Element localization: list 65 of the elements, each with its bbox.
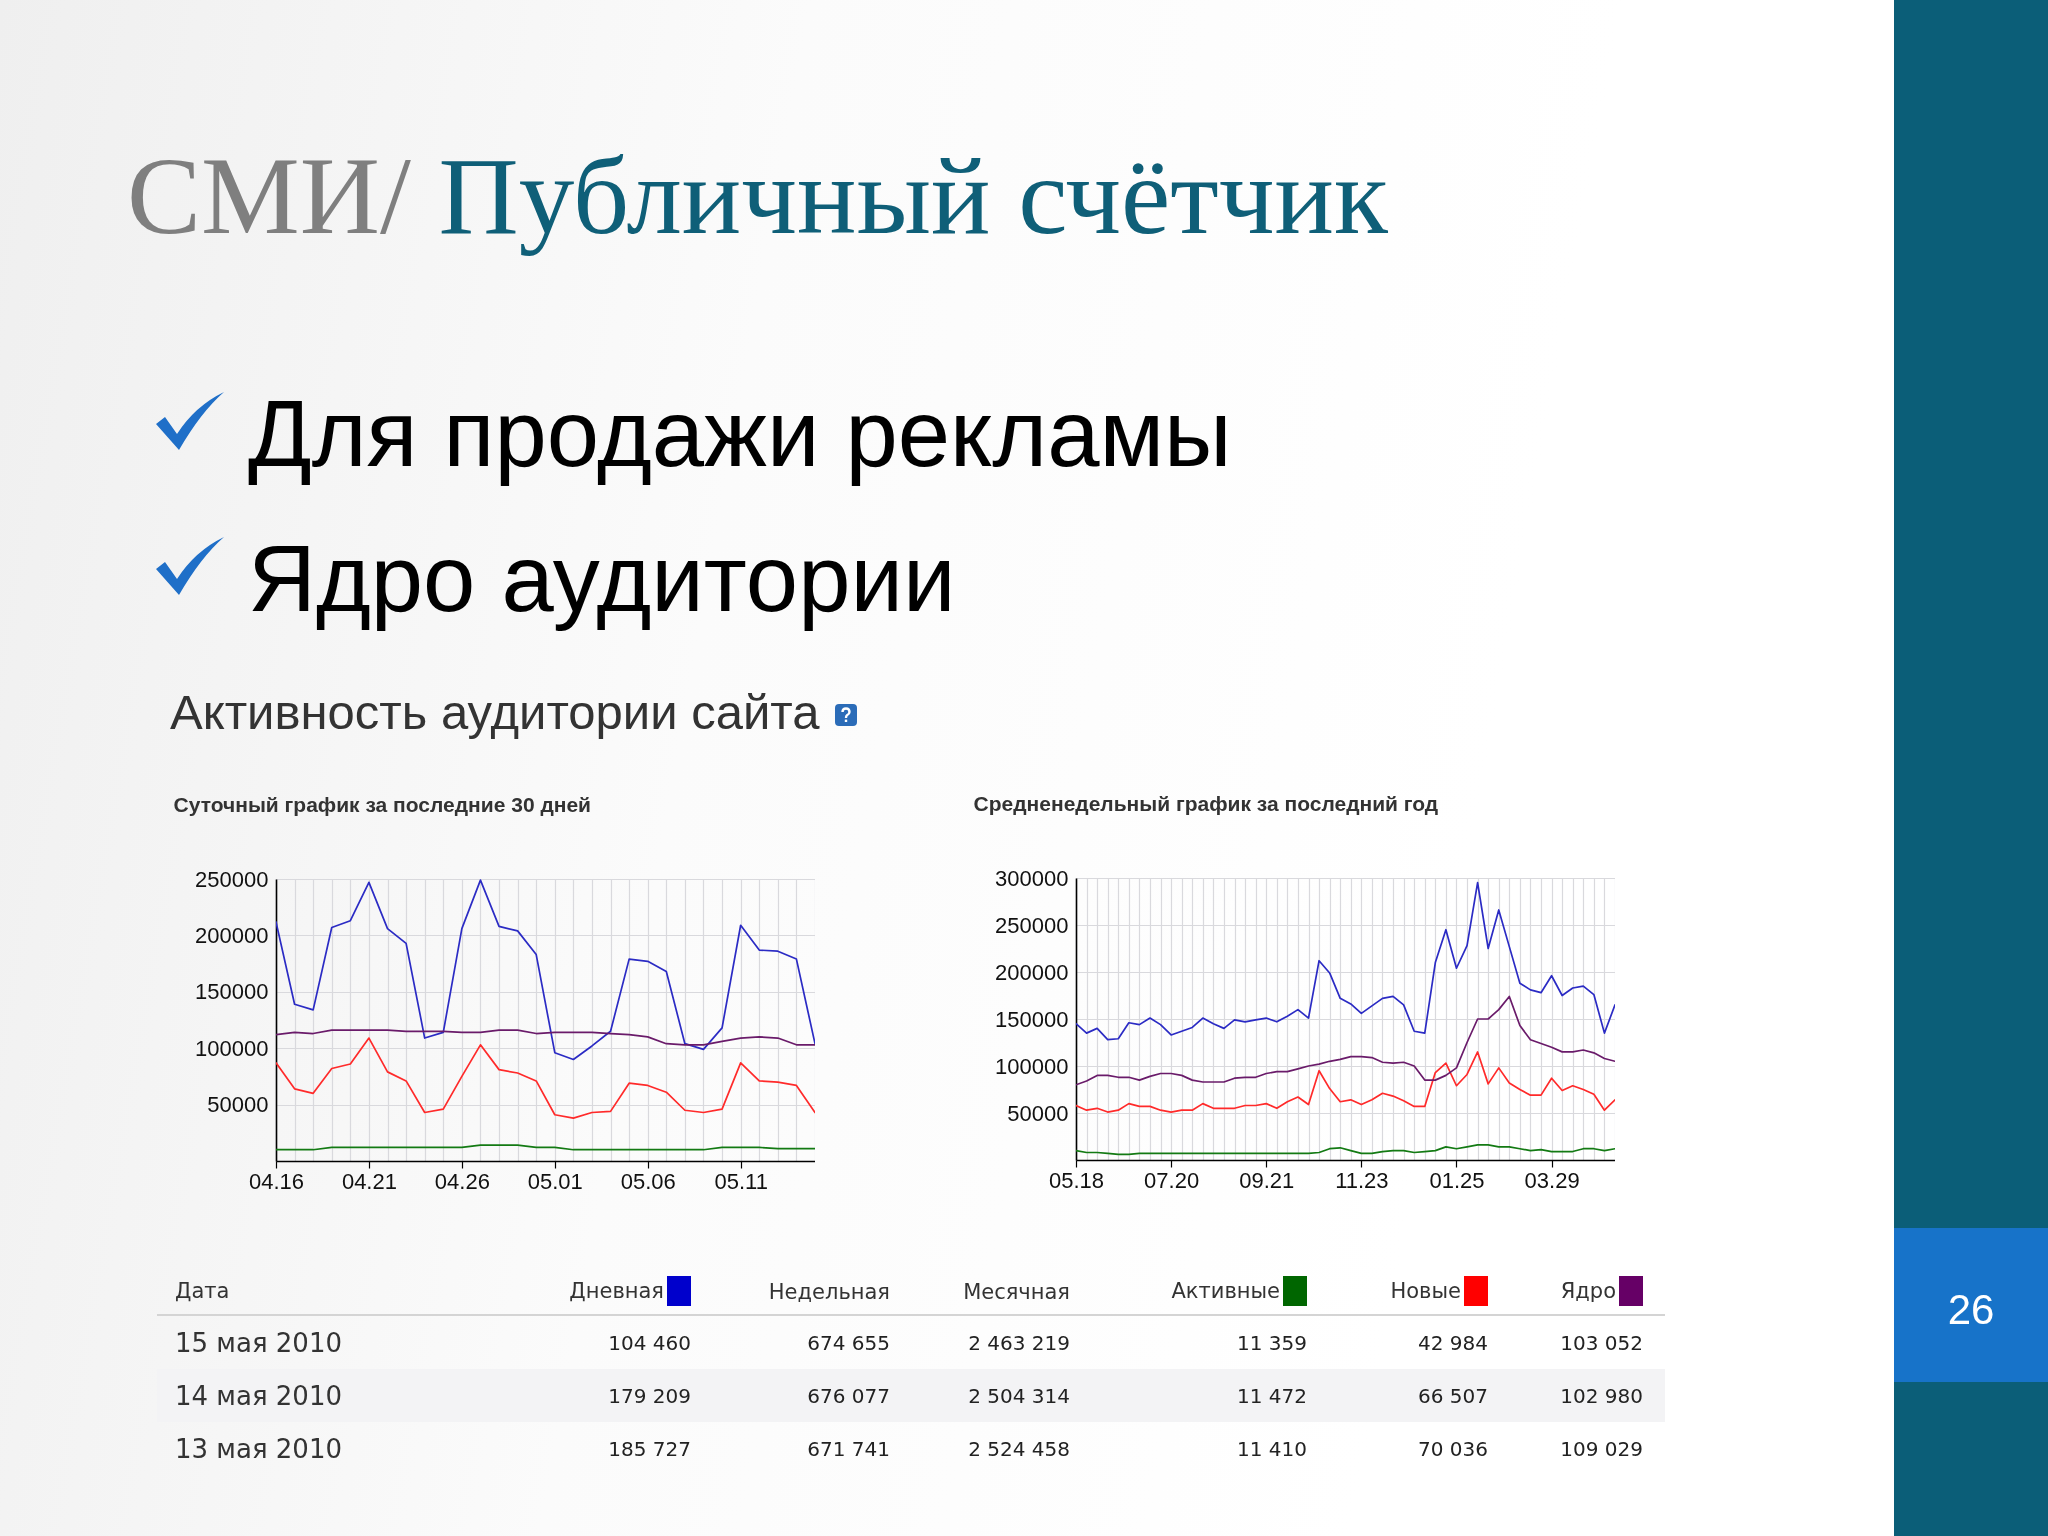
line-series (276, 1029, 815, 1046)
text: 42 984 (1418, 1330, 1488, 1355)
y-tick-label: 200000 (995, 959, 1069, 985)
category-label: Ядро (1560, 1279, 1616, 1303)
y-tick-label: 50000 (207, 1092, 269, 1118)
y-tick-label: 100000 (995, 1053, 1069, 1079)
text: 66 507 (1418, 1383, 1488, 1408)
text: 2 524 458 (968, 1436, 1070, 1461)
category-label: Дневная (569, 1279, 664, 1303)
text: Дата (157, 1268, 465, 1315)
category-label: 14 мая 2010 (175, 1380, 342, 1411)
x-tick-label: 04.16 (248, 1168, 305, 1194)
category-label: Новые (1390, 1279, 1461, 1303)
x-tick-label: 07.20 (1144, 1167, 1200, 1193)
text: 103 052 (1560, 1330, 1643, 1355)
line-series (276, 1037, 815, 1119)
text: Для продажи рекламы (248, 381, 1232, 486)
y-tick-label: 100000 (195, 1035, 269, 1061)
x-tick-label: 04.21 (341, 1168, 397, 1194)
x-tick-label: 05.01 (527, 1168, 583, 1194)
text: Ядро аудитории (248, 526, 956, 631)
y-tick-label: 300000 (995, 865, 1069, 891)
category-label: Активные (1171, 1279, 1280, 1303)
text: 671 741 (807, 1436, 890, 1461)
x-tick-label: 04.26 (434, 1168, 490, 1194)
text: 102 980 (1560, 1383, 1643, 1408)
text: 11 410 (1237, 1436, 1307, 1461)
text: 11 359 (1237, 1330, 1307, 1355)
line-series (1076, 1144, 1615, 1156)
text: 109 029 (1560, 1436, 1643, 1461)
x-tick-label: 11.23 (1335, 1167, 1389, 1193)
y-tick-label: 50000 (1007, 1100, 1069, 1126)
text: Активность аудитории сайта (170, 685, 820, 739)
text: 104 460 (608, 1330, 691, 1355)
x-tick-label: 09.21 (1239, 1167, 1295, 1193)
text: 179 209 (608, 1383, 691, 1408)
text: 676 077 (807, 1383, 890, 1408)
text: 2 504 314 (968, 1383, 1070, 1408)
category-label: Недельная (768, 1279, 890, 1304)
x-tick-label: 05.18 (1048, 1167, 1105, 1193)
x-tick-label: 05.11 (714, 1168, 768, 1194)
text: 70 036 (1418, 1436, 1488, 1461)
x-tick-label: 03.29 (1524, 1167, 1580, 1193)
category-label: 15 мая 2010 (175, 1327, 342, 1358)
line-series (1076, 881, 1615, 1041)
y-tick-label: 150000 (995, 1006, 1069, 1032)
text: 185 727 (608, 1436, 691, 1461)
y-tick-label: 150000 (195, 979, 269, 1005)
y-tick-label: 200000 (195, 922, 269, 948)
y-tick-label: 250000 (995, 912, 1069, 938)
chart-title: Суточный график за последние 30 дней (173, 793, 592, 816)
category-label: 13 мая 2010 (175, 1433, 342, 1464)
x-tick-label: 01.25 (1429, 1167, 1485, 1193)
text: 2 463 219 (968, 1330, 1070, 1355)
text: 11 472 (1237, 1383, 1307, 1408)
text: СМИ/ Публичный счётчик (127, 134, 1388, 257)
line-series (1076, 1051, 1615, 1113)
y-tick-label: 250000 (195, 866, 269, 892)
category-label: Месячная (963, 1279, 1070, 1304)
x-tick-label: 05.06 (620, 1168, 676, 1194)
line-series (276, 879, 815, 1061)
line-series (1076, 995, 1615, 1086)
chart-title: Средненедельный график за последний год (973, 792, 1439, 815)
text: 26 (1946, 1286, 1996, 1333)
text: 674 655 (807, 1330, 890, 1355)
